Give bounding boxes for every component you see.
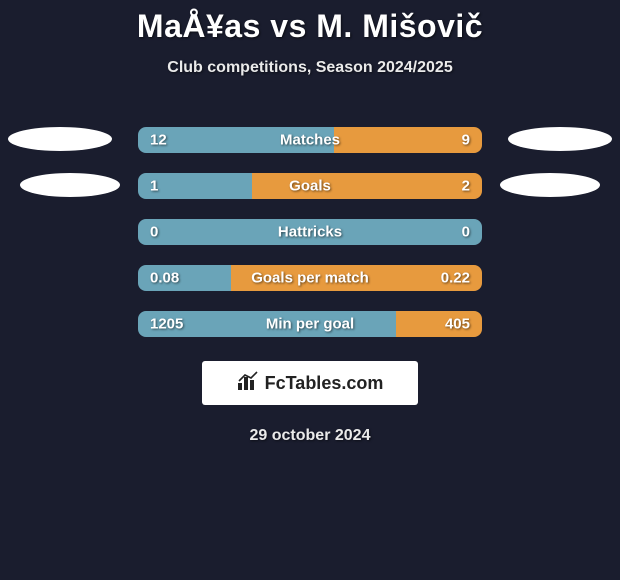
stat-row: 1 2 Goals — [0, 163, 620, 209]
stat-value-right: 9 — [462, 132, 470, 149]
subtitle: Club competitions, Season 2024/2025 — [0, 59, 620, 77]
stat-row: 0.08 0.22 Goals per match — [0, 255, 620, 301]
stat-value-left: 12 — [150, 132, 167, 149]
stat-label: Goals per match — [251, 270, 369, 287]
stat-value-right: 2 — [462, 178, 470, 195]
stat-bar: 1 2 Goals — [138, 173, 482, 199]
stat-value-right: 405 — [445, 316, 470, 333]
stat-label: Hattricks — [278, 224, 342, 241]
stat-bar: 0 0 Hattricks — [138, 219, 482, 245]
stat-bar: 1205 405 Min per goal — [138, 311, 482, 337]
page-title: MaÅ¥as vs M. Mišovič — [0, 8, 620, 45]
stat-bar: 12 9 Matches — [138, 127, 482, 153]
stat-label: Matches — [280, 132, 340, 149]
date-label: 29 october 2024 — [0, 427, 620, 445]
stat-value-left: 0.08 — [150, 270, 179, 287]
comparison-widget: MaÅ¥as vs M. Mišovič Club competitions, … — [0, 0, 620, 445]
stat-value-left: 1205 — [150, 316, 183, 333]
stat-value-right: 0.22 — [441, 270, 470, 287]
brand-badge[interactable]: FcTables.com — [202, 361, 418, 405]
stat-bar-right — [252, 173, 482, 199]
stat-bar: 0.08 0.22 Goals per match — [138, 265, 482, 291]
stat-value-left: 1 — [150, 178, 158, 195]
stats-section: 129Matches12Goals00Hattricks0.080.22Goal… — [0, 117, 620, 347]
stat-bar-right — [334, 127, 482, 153]
stat-row: 12 9 Matches — [0, 117, 620, 163]
stat-row: 0 0 Hattricks — [0, 209, 620, 255]
stat-value-right: 0 — [462, 224, 470, 241]
brand-text: FcTables.com — [265, 373, 384, 394]
chart-icon — [237, 371, 259, 396]
stat-value-left: 0 — [150, 224, 158, 241]
stat-label: Goals — [289, 178, 331, 195]
stat-label: Min per goal — [266, 316, 354, 333]
stat-row: 1205 405 Min per goal — [0, 301, 620, 347]
